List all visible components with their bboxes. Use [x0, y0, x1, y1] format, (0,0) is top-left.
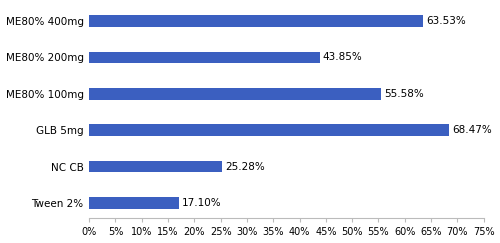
Bar: [89, 161, 222, 172]
Text: 55.58%: 55.58%: [384, 89, 424, 99]
Text: 63.53%: 63.53%: [426, 16, 466, 26]
Text: 17.10%: 17.10%: [182, 198, 222, 208]
Bar: [89, 52, 320, 63]
Text: 68.47%: 68.47%: [452, 125, 492, 135]
Text: 43.85%: 43.85%: [323, 52, 362, 62]
Bar: [89, 197, 179, 209]
Text: 25.28%: 25.28%: [225, 162, 265, 172]
Bar: [89, 88, 382, 100]
Bar: [89, 15, 424, 27]
Bar: [89, 124, 450, 136]
